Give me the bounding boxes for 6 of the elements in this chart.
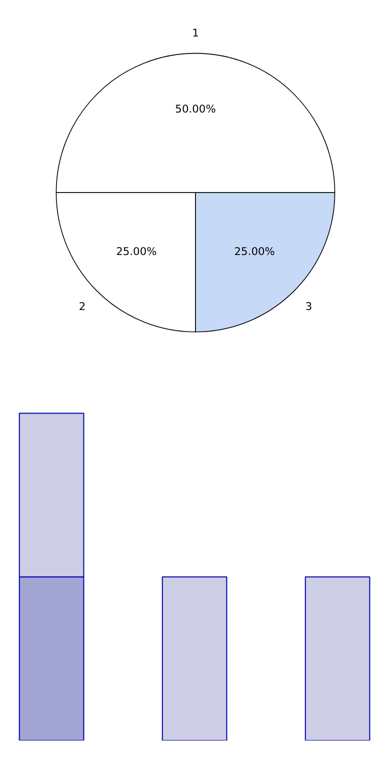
slice-label: 1 — [192, 26, 199, 40]
data-label: 25.00% — [116, 245, 157, 258]
data-label: 50.00% — [175, 102, 216, 116]
data-label: 25.00% — [234, 245, 275, 258]
slice-label: 2 — [78, 300, 86, 313]
slice-label: 3 — [305, 300, 312, 313]
